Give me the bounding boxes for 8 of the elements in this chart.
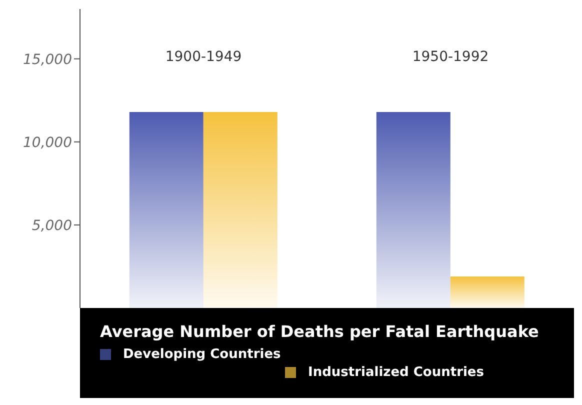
y-tick-label: 15,000 — [23, 52, 72, 68]
legend-label: Industrialized Countries — [308, 365, 484, 380]
legend-label: Developing Countries — [123, 347, 281, 362]
y-tick-label: 10,000 — [23, 134, 72, 151]
x-tick-label: 1900-1949 — [165, 49, 242, 65]
y-tick-label: 5,000 — [32, 218, 72, 234]
x-tick-label: 1950-1992 — [412, 49, 489, 65]
text: Average Number of Deaths per Fatal Earthquake — [100, 322, 540, 341]
